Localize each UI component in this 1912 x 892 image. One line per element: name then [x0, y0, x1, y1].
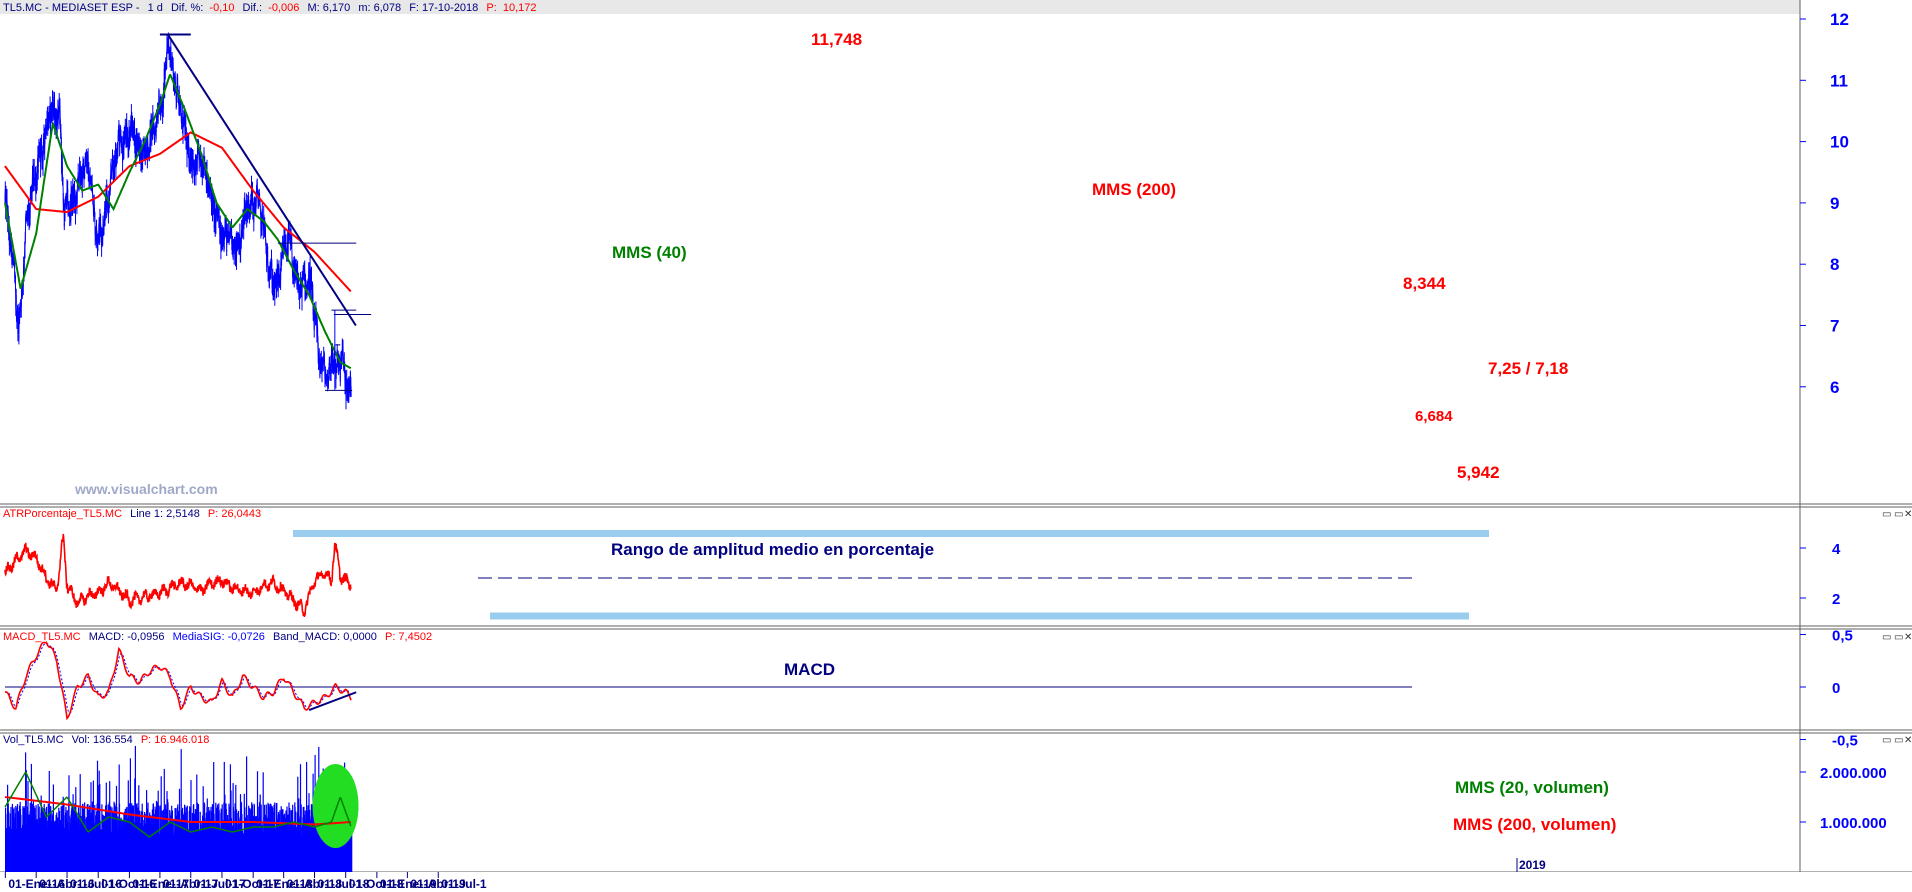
svg-text:▭: ▭	[1882, 632, 1891, 643]
annotation-support: 5,942	[1457, 463, 1500, 482]
atr-title: Rango de amplitud medio en porcentaje	[611, 540, 934, 559]
volume-mms20-line	[4, 771, 352, 838]
price-hlines	[159, 33, 372, 391]
x-tick-label: 01-Ene-18	[256, 877, 313, 891]
volume-label-mms20: MMS (20, volumen)	[1455, 778, 1609, 797]
x-tick-label: 01-Jul-18	[318, 877, 370, 891]
y-tick-label: 6	[1830, 378, 1839, 397]
mms200-line	[4, 131, 352, 293]
x-tick-label: 01-Abr-16	[39, 877, 95, 891]
atr-y-tick-label: 4	[1832, 541, 1841, 558]
atr-band-bottom	[490, 612, 1469, 620]
main-header: TL5.MC - MEDIASET ESP - 1 d Dif. %: -0,1…	[3, 2, 536, 14]
volume-y-tick-label: 1.000.000	[1820, 815, 1887, 832]
x-axis: 01-Ene-1601-Abr-1601-Jul-1601-Oct-1601-E…	[4, 872, 487, 891]
volume-mms200-line	[4, 796, 351, 826]
volume-bars	[5, 745, 353, 872]
x-tick-label: 01-Jul-16	[70, 877, 122, 891]
annotation-resist3: 6,684	[1415, 408, 1453, 425]
x-tick-label: 01-Abr-18	[287, 877, 343, 891]
atr-header: ATRPorcentaje_TL5.MC Line 1: 2,5148 P: 2…	[3, 508, 261, 520]
x-axis-year-label: 2019	[1519, 858, 1546, 872]
svg-text:▭: ▭	[1882, 509, 1891, 520]
svg-text:▭: ▭	[1894, 509, 1903, 520]
annotation-mms200: MMS (200)	[1092, 180, 1176, 199]
y-tick-label: 12	[1830, 10, 1849, 29]
x-tick-label: 01-Oct-17	[225, 877, 280, 891]
x-tick-label: 01-Jul-1	[441, 877, 487, 891]
macd-title: MACD	[784, 660, 835, 679]
atr-y-axis: 42	[1800, 541, 1841, 608]
macd-header: MACD_TL5.MC MACD: -0,0956 MediaSIG: -0,0…	[3, 631, 432, 643]
x-tick-label: 01-Oct-16	[101, 877, 156, 891]
atr-band-top	[293, 530, 1489, 537]
annotation-resist1: 8,344	[1403, 274, 1446, 293]
volume-y-axis: 2.000.000 1.000.000	[1800, 765, 1887, 832]
volume-y-tick-label: 2.000.000	[1820, 765, 1887, 782]
x-tick-label: 01-Abr-17	[163, 877, 219, 891]
macd-divergence-line	[308, 691, 357, 712]
x-tick-label: 01-Jul-17	[194, 877, 246, 891]
y-tick-label: 8	[1830, 255, 1839, 274]
x-tick-label: 01-Ene-19	[380, 877, 437, 891]
x-tick-label: 01-Ene-16	[8, 877, 65, 891]
panel-window-controls[interactable]: ▭ ▭ ✕ ▭ ▭ ✕ ▭ ▭ ✕	[1882, 509, 1912, 746]
annotation-mms40: MMS (40)	[612, 243, 687, 262]
mms40-line	[4, 73, 352, 370]
y-tick-label: 11	[1830, 71, 1848, 90]
x-tick-label: 01-Abr-19	[410, 877, 466, 891]
svg-text:✕: ✕	[1904, 735, 1912, 746]
y-tick-label: 9	[1830, 194, 1839, 213]
x-tick-label: 01-Oct-18	[349, 877, 404, 891]
volume-highlight	[312, 764, 359, 848]
macd-signal-line	[4, 642, 352, 714]
x-tick-label: 01-Ene-17	[132, 877, 189, 891]
macd-line	[4, 641, 352, 721]
volume-header: Vol_TL5.MC Vol: 136.554 P: 16.946.018	[3, 734, 209, 746]
volume-label-mms200: MMS (200, volumen)	[1453, 815, 1616, 834]
macd-y-tick-label: -0,5	[1832, 733, 1858, 750]
svg-text:▭: ▭	[1894, 735, 1903, 746]
annotation-high: 11,748	[811, 30, 862, 49]
watermark: www.visualchart.com	[74, 481, 218, 497]
svg-text:▭: ▭	[1882, 735, 1891, 746]
atr-y-tick-label: 2	[1832, 591, 1840, 608]
y-tick-label: 10	[1830, 133, 1849, 152]
panel-frames	[0, 0, 1912, 873]
macd-y-tick-label: 0	[1832, 680, 1840, 697]
downtrend-line	[166, 33, 357, 327]
macd-y-axis: 0,5 0 -0,5	[1800, 628, 1858, 750]
macd-y-tick-label: 0,5	[1832, 628, 1853, 645]
svg-text:✕: ✕	[1904, 632, 1912, 643]
atr-line	[4, 533, 352, 618]
annotation-resist2: 7,25 / 7,18	[1488, 359, 1568, 378]
y-tick-label: 7	[1830, 317, 1839, 336]
svg-text:▭: ▭	[1894, 632, 1903, 643]
main-y-axis: 12 11 10 9 8 7 6	[1800, 10, 1849, 397]
svg-text:✕: ✕	[1904, 509, 1912, 520]
